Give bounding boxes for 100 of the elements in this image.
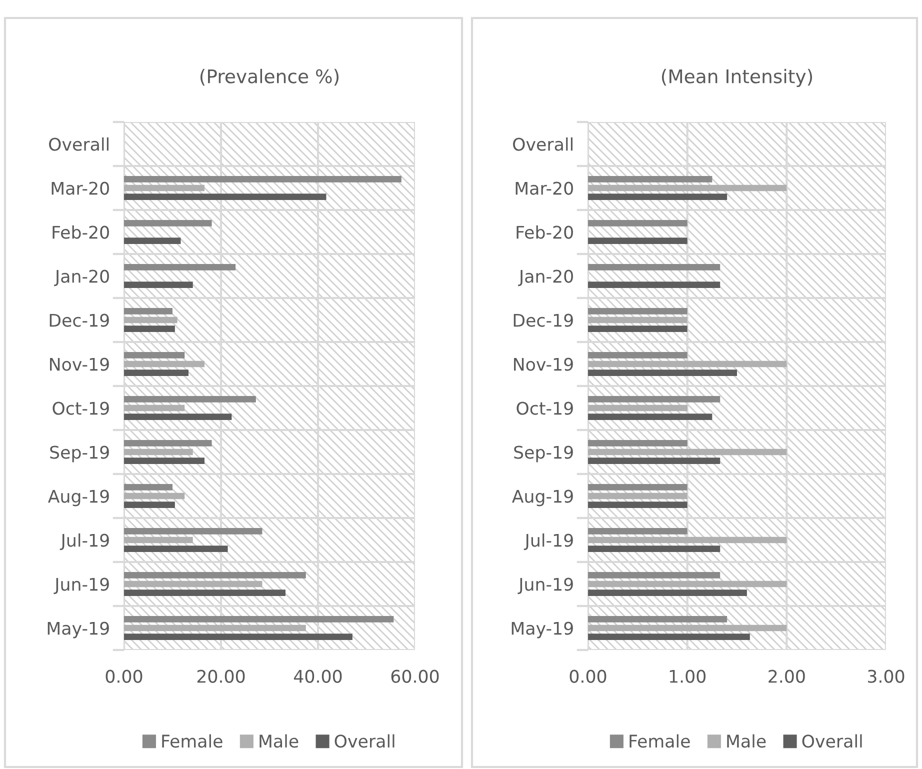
bar (124, 572, 306, 578)
x-tick-label: 2.00 (768, 670, 805, 683)
bar (124, 624, 306, 632)
bar (124, 546, 228, 552)
bar (588, 184, 787, 192)
y-tick-label: Dec-19 (514, 314, 573, 327)
legend-label: Female (630, 734, 690, 748)
bar (588, 264, 720, 270)
bar (124, 634, 352, 640)
x-tick-label: 60.00 (391, 670, 439, 683)
bar (124, 282, 193, 288)
legend-label: Male (727, 734, 766, 748)
bar (124, 484, 172, 490)
x-tick-label: 1.00 (670, 670, 706, 683)
y-tick-label: Jan-20 (54, 270, 109, 286)
bar (124, 528, 262, 534)
y-tick-label: Mar-20 (516, 182, 573, 195)
bar (588, 536, 787, 544)
bar (588, 616, 728, 622)
legend-label: Male (260, 734, 298, 748)
bar (124, 194, 326, 200)
x-tick-label: 20.00 (197, 670, 245, 683)
bar (124, 264, 236, 270)
bar (588, 546, 720, 552)
bar (124, 440, 212, 446)
y-tick-label: Feb-20 (52, 225, 109, 239)
y-tick-label: Aug-19 (512, 490, 573, 506)
x-tick-label: 3.00 (868, 670, 904, 683)
bar (588, 360, 787, 368)
bar (124, 184, 205, 192)
legend-label: Overall (802, 734, 862, 748)
bar (588, 238, 688, 244)
y-tick-label: Jun-19 (518, 578, 573, 594)
bar (124, 404, 185, 412)
y-tick-label: Overall (513, 137, 572, 151)
bar (588, 316, 688, 324)
bar (588, 492, 688, 500)
bar (124, 414, 232, 420)
y-tick-label: Mar-20 (52, 182, 109, 195)
bar (588, 528, 688, 534)
y-tick-label: Oct-19 (516, 402, 573, 415)
bar (588, 634, 750, 640)
bar (124, 326, 175, 332)
bar (124, 220, 212, 226)
bar (588, 404, 688, 412)
bar (588, 580, 787, 588)
bar (588, 194, 728, 200)
bar (588, 572, 720, 578)
bar (124, 360, 205, 368)
bar (124, 580, 262, 588)
bar (124, 316, 178, 324)
bar (124, 536, 193, 544)
bar (588, 282, 720, 288)
bar (124, 370, 189, 376)
bar (588, 590, 747, 596)
bar (588, 502, 688, 508)
bar (124, 352, 185, 358)
y-tick-label: May-19 (512, 622, 573, 638)
y-tick-label: Aug-19 (48, 490, 109, 506)
y-tick-label: Overall (49, 137, 108, 151)
legend-label: Female (162, 734, 222, 748)
bar (124, 176, 402, 182)
y-tick-label: Feb-20 (516, 225, 573, 239)
legend-label: Overall (334, 734, 394, 748)
bar (588, 440, 688, 446)
y-tick-label: Oct-19 (52, 402, 109, 415)
y-tick-label: Sep-19 (50, 446, 109, 462)
y-tick-label: Jan-20 (518, 270, 573, 286)
y-tick-label: Sep-19 (514, 446, 573, 462)
bar (588, 448, 787, 456)
bar (124, 502, 175, 508)
y-tick-label: May-19 (48, 622, 109, 638)
bar (588, 624, 787, 632)
bar (124, 238, 181, 244)
chart-title: (Mean Intensity) (662, 68, 812, 88)
x-tick-label: 0.00 (106, 670, 142, 683)
y-tick-label: Jun-19 (54, 578, 109, 594)
bar (588, 352, 688, 358)
x-tick-label: 40.00 (294, 670, 342, 683)
bar (124, 458, 205, 464)
bar (588, 308, 688, 314)
bar (124, 590, 286, 596)
bar (588, 484, 688, 490)
bar (588, 370, 737, 376)
bar (588, 176, 712, 182)
y-tick-label: Jul-19 (524, 533, 573, 550)
bar (588, 326, 688, 332)
bar (124, 308, 172, 314)
chart-title: (Prevalence %) (200, 68, 339, 86)
bar (124, 492, 185, 500)
y-tick-label: Dec-19 (50, 314, 109, 327)
bar (588, 458, 720, 464)
bar (588, 396, 720, 402)
y-tick-label: Jul-19 (60, 533, 109, 550)
y-tick-label: Nov-19 (50, 358, 109, 371)
bar (588, 414, 712, 420)
bar (124, 616, 394, 622)
y-tick-label: Nov-19 (514, 358, 573, 371)
bar (588, 220, 688, 226)
bar (124, 396, 256, 402)
